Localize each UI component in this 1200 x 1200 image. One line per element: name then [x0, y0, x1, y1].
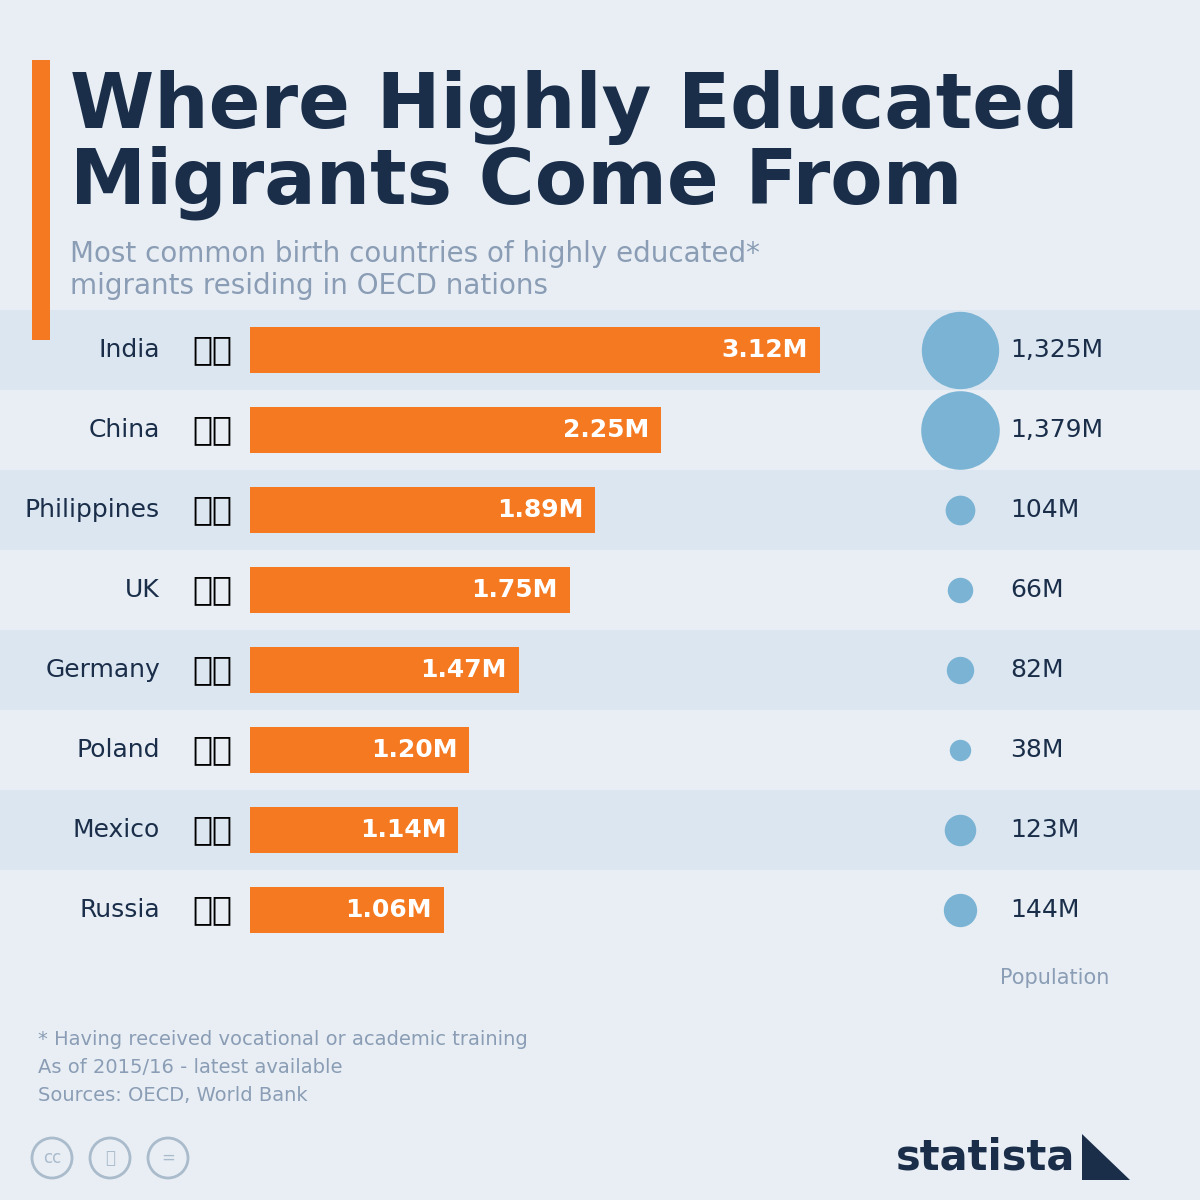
- Text: Poland: Poland: [77, 738, 160, 762]
- Point: [950, 900, 970, 919]
- Text: 🇵🇱: 🇵🇱: [192, 733, 232, 767]
- Polygon shape: [1082, 1134, 1130, 1180]
- Text: 🇮🇳: 🇮🇳: [192, 334, 232, 366]
- Bar: [0, 550, 1200, 630]
- Point: [950, 581, 970, 600]
- Text: 1.06M: 1.06M: [346, 898, 432, 922]
- Text: As of 2015/16 - latest available: As of 2015/16 - latest available: [38, 1058, 342, 1078]
- Text: Most common birth countries of highly educated*: Most common birth countries of highly ed…: [70, 240, 760, 268]
- Bar: [0, 870, 1200, 950]
- Point: [950, 821, 970, 840]
- Text: cc: cc: [43, 1150, 61, 1166]
- Text: 1,325M: 1,325M: [1010, 338, 1103, 362]
- Text: 1.89M: 1.89M: [497, 498, 583, 522]
- Text: 🇨🇳: 🇨🇳: [192, 414, 232, 446]
- Bar: [250, 407, 661, 452]
- Text: 2.25M: 2.25M: [563, 418, 649, 442]
- Text: 123M: 123M: [1010, 818, 1079, 842]
- Text: 1.47M: 1.47M: [420, 658, 506, 682]
- Text: * Having received vocational or academic training: * Having received vocational or academic…: [38, 1030, 528, 1049]
- Text: Mexico: Mexico: [73, 818, 160, 842]
- Text: China: China: [89, 418, 160, 442]
- Text: 🇷🇺: 🇷🇺: [192, 894, 232, 926]
- Text: 38M: 38M: [1010, 738, 1063, 762]
- Text: 144M: 144M: [1010, 898, 1080, 922]
- Bar: [250, 887, 444, 934]
- Bar: [0, 790, 1200, 870]
- Bar: [250, 566, 570, 613]
- Bar: [250, 727, 469, 773]
- Text: India: India: [98, 338, 160, 362]
- Bar: [0, 310, 1200, 390]
- Text: statista: statista: [895, 1138, 1075, 1178]
- Text: 1.20M: 1.20M: [371, 738, 457, 762]
- Bar: [250, 647, 518, 692]
- Bar: [32, 60, 50, 340]
- Text: 1,379M: 1,379M: [1010, 418, 1103, 442]
- Bar: [0, 630, 1200, 710]
- Text: Russia: Russia: [79, 898, 160, 922]
- Text: 🇬🇧: 🇬🇧: [192, 574, 232, 606]
- Text: Philippines: Philippines: [25, 498, 160, 522]
- Text: 1.14M: 1.14M: [360, 818, 446, 842]
- Text: migrants residing in OECD nations: migrants residing in OECD nations: [70, 272, 548, 300]
- Text: 3.12M: 3.12M: [721, 338, 808, 362]
- Text: Migrants Come From: Migrants Come From: [70, 145, 962, 220]
- Text: 104M: 104M: [1010, 498, 1079, 522]
- Bar: [250, 806, 458, 853]
- Point: [950, 341, 970, 360]
- Text: Where Highly Educated: Where Highly Educated: [70, 70, 1079, 145]
- Text: Sources: OECD, World Bank: Sources: OECD, World Bank: [38, 1086, 307, 1105]
- Text: ⓘ: ⓘ: [106, 1150, 115, 1166]
- Bar: [0, 710, 1200, 790]
- Text: UK: UK: [125, 578, 160, 602]
- Text: 1.75M: 1.75M: [472, 578, 558, 602]
- Bar: [0, 390, 1200, 470]
- Text: 🇵🇭: 🇵🇭: [192, 493, 232, 527]
- Text: 🇲🇽: 🇲🇽: [192, 814, 232, 846]
- Point: [950, 740, 970, 760]
- Text: 66M: 66M: [1010, 578, 1063, 602]
- Text: Population: Population: [1000, 968, 1109, 988]
- Text: 82M: 82M: [1010, 658, 1063, 682]
- Point: [950, 660, 970, 679]
- Text: =: =: [161, 1150, 175, 1166]
- Bar: [0, 470, 1200, 550]
- Point: [950, 420, 970, 439]
- Text: Germany: Germany: [46, 658, 160, 682]
- Bar: [250, 326, 820, 373]
- Text: 🇩🇪: 🇩🇪: [192, 654, 232, 686]
- Point: [950, 500, 970, 520]
- Bar: [250, 487, 595, 533]
